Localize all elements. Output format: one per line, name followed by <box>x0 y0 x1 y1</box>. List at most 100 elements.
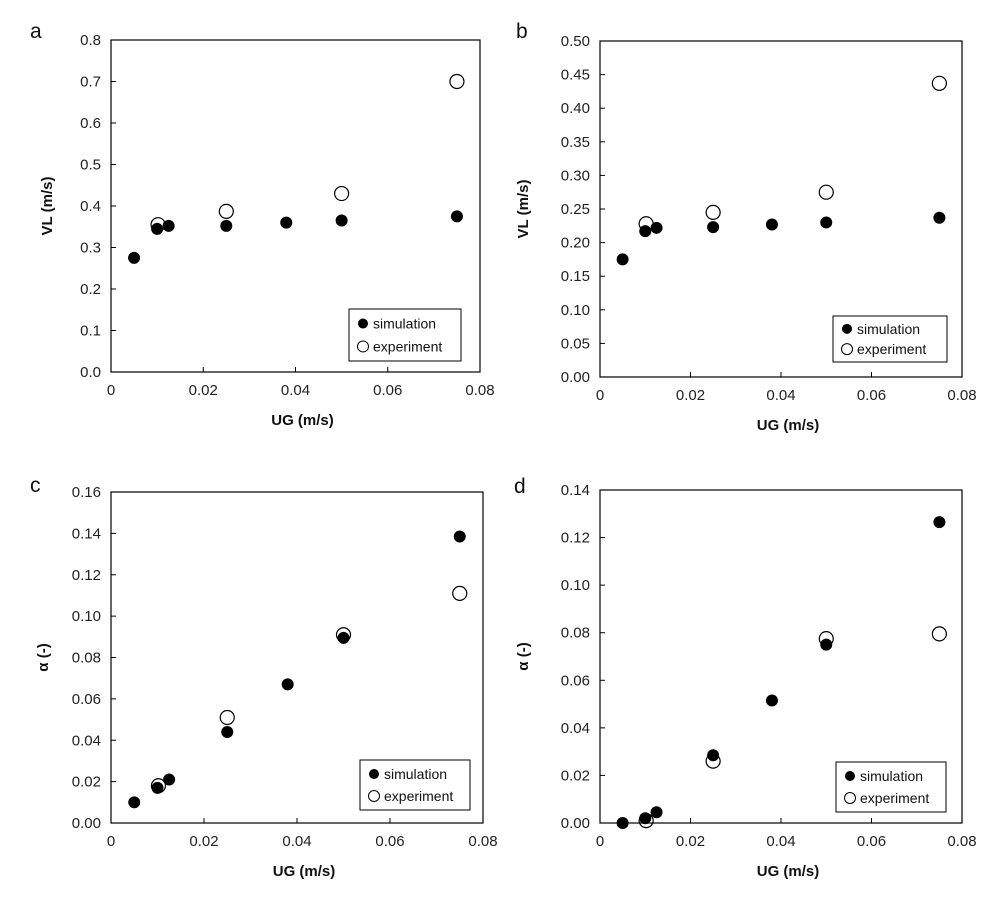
x-tick-label: 0.04 <box>281 382 310 399</box>
simulation-point <box>335 214 348 227</box>
x-tick-label: 0.08 <box>947 833 976 850</box>
simulation-point <box>650 221 663 234</box>
x-tick-label: 0.08 <box>468 833 497 850</box>
y-tick-label: 0.45 <box>561 67 590 84</box>
x-tick-label: 0.08 <box>465 382 494 399</box>
y-tick-label: 0.14 <box>561 482 590 499</box>
y-axis-title: α (-) <box>35 643 52 671</box>
y-axis-title: VL (m/s) <box>39 177 56 236</box>
experiment-point <box>449 73 465 90</box>
legend-label-simulation: simulation <box>860 768 923 784</box>
simulation-point <box>933 516 946 529</box>
simulation-point <box>765 694 778 707</box>
experiment-point <box>452 585 468 601</box>
simulation-point <box>820 216 833 229</box>
legend-marker-experiment <box>357 340 369 353</box>
y-tick-label: 0.30 <box>561 167 590 184</box>
y-tick-label: 0.50 <box>561 33 590 50</box>
simulation-point <box>281 678 294 691</box>
experiment-point <box>334 185 350 202</box>
chart-panel-c: c 0.00 0.02 0.04 0.06 0.08 0.10 0.12 0.14 0.16 0 0.… <box>30 474 498 880</box>
y-tick-label: 0.8 <box>80 32 101 49</box>
chart-panel-a: a 0.0 0.1 0.2 0.3 0.4 0.5 0.6 0.7 0.8 0 0.02 0.04 0.0… <box>30 20 495 429</box>
experiment-point <box>150 778 167 794</box>
y-tick-label: 0.6 <box>80 115 101 132</box>
experiment-point <box>218 203 234 219</box>
y-tick-label: 0.06 <box>561 672 590 689</box>
experiment-point <box>818 184 834 200</box>
x-tick-label: 0 <box>107 833 115 850</box>
simulation-point <box>707 749 720 762</box>
simulation-point <box>162 219 175 232</box>
y-tick-label: 0.02 <box>72 774 101 791</box>
x-tick-label: 0 <box>596 387 604 404</box>
simulation-point <box>220 219 233 232</box>
x-tick-label: 0.02 <box>676 833 705 850</box>
legend-marker-experiment <box>844 792 856 804</box>
x-axis-title: UG (m/s) <box>273 863 336 880</box>
y-tick-label: 0.05 <box>561 335 590 352</box>
simulation-point <box>450 210 463 223</box>
y-tick-label: 0.14 <box>72 525 101 542</box>
y-tick-label: 0.02 <box>561 767 590 784</box>
y-tick-label: 0.16 <box>72 484 101 501</box>
legend: simulation experiment <box>835 761 947 813</box>
simulation-point <box>820 638 833 651</box>
simulation-point <box>933 211 946 224</box>
y-tick-label: 0.04 <box>72 732 101 749</box>
y-tick-label: 0.25 <box>561 201 590 218</box>
x-tick-label: 0.04 <box>766 833 795 850</box>
legend-marker-simulation <box>358 318 368 329</box>
x-tick-label: 0.04 <box>282 833 311 850</box>
simulation-point <box>221 725 234 738</box>
y-tick-label: 0.08 <box>561 625 590 642</box>
experiment-point <box>150 217 166 233</box>
y-tick-label: 0.00 <box>561 369 590 386</box>
simulation-point <box>453 530 466 543</box>
experiment-point <box>219 709 235 726</box>
x-tick-label: 0.02 <box>676 387 705 404</box>
y-tick-label: 0.06 <box>72 691 101 708</box>
y-tick-label: 0.10 <box>72 608 101 625</box>
legend-marker-experiment <box>841 343 853 356</box>
legend-box <box>835 761 947 813</box>
legend: simulation experiment <box>832 315 948 363</box>
legend-label-experiment: experiment <box>857 341 926 357</box>
legend-label-simulation: simulation <box>384 766 447 782</box>
x-axis-title: UG (m/s) <box>271 412 334 429</box>
legend-label-experiment: experiment <box>384 788 453 804</box>
y-tick-label: 0.35 <box>561 134 590 151</box>
legend-label-experiment: experiment <box>373 338 442 354</box>
y-tick-label: 0.08 <box>72 650 101 667</box>
y-tick-label: 0.0 <box>80 364 101 381</box>
x-tick-label: 0.02 <box>189 382 218 399</box>
legend-label-simulation: simulation <box>373 316 436 332</box>
y-tick-label: 0.00 <box>72 815 101 832</box>
legend-box <box>348 308 462 362</box>
legend-marker-simulation <box>369 769 379 779</box>
simulation-point <box>128 251 141 264</box>
x-axis-title: UG (m/s) <box>757 417 820 434</box>
y-tick-label: 0.7 <box>80 74 101 91</box>
x-tick-label: 0.06 <box>857 387 886 404</box>
experiment-point <box>705 204 721 220</box>
simulation-point <box>151 222 164 235</box>
simulation-point <box>280 216 293 229</box>
simulation-point <box>650 806 663 819</box>
x-tick-label: 0.06 <box>857 833 886 850</box>
y-tick-label: 0.3 <box>80 240 101 257</box>
legend-box <box>832 315 948 363</box>
experiment-point <box>638 813 654 829</box>
experiment-point <box>335 627 352 643</box>
experiment-point <box>705 753 721 769</box>
panel-letter: b <box>516 20 528 43</box>
legend-marker-simulation <box>845 771 855 781</box>
simulation-point <box>765 218 778 231</box>
y-tick-label: 0.10 <box>561 577 590 594</box>
chart-panel-b: b 0.00 0.05 0.10 0.15 0.20 0.25 0.30 0.35 0.40 0.4… <box>515 20 977 434</box>
x-tick-label: 0 <box>107 382 115 399</box>
x-tick-label: 0.04 <box>766 387 795 404</box>
x-tick-label: 0.08 <box>947 387 976 404</box>
legend-label-experiment: experiment <box>860 790 929 806</box>
